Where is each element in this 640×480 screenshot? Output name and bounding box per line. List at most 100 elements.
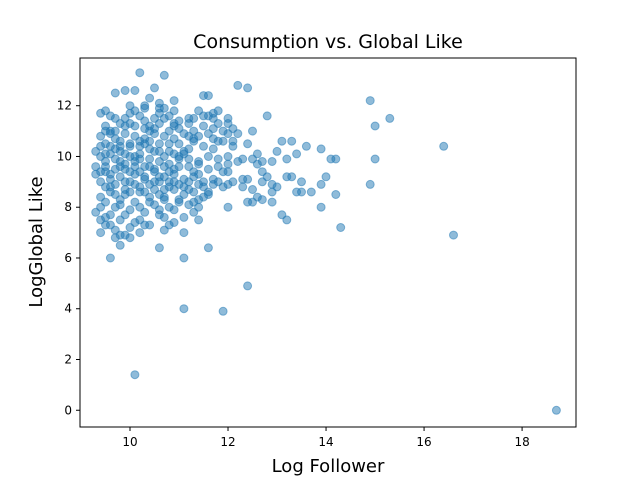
y-tick-label: 4 (64, 302, 72, 316)
data-point (115, 230, 125, 240)
data-point (321, 172, 331, 182)
data-point (125, 233, 135, 243)
data-point (272, 182, 282, 192)
data-point (203, 91, 213, 101)
data-point (145, 154, 155, 164)
data-point (316, 202, 326, 212)
data-point (223, 159, 233, 169)
data-point (154, 139, 164, 149)
data-point (262, 111, 272, 121)
data-point (194, 169, 204, 179)
data-point (277, 136, 287, 146)
data-point (140, 187, 150, 197)
data-point (105, 210, 115, 220)
data-point (233, 129, 243, 139)
data-point (267, 157, 277, 166)
data-point (297, 177, 306, 187)
data-point (110, 144, 120, 154)
y-tick-label: 0 (64, 403, 72, 417)
data-point (179, 212, 189, 222)
data-point (169, 96, 179, 106)
data-point (174, 195, 184, 205)
data-point (184, 177, 194, 187)
data-point (110, 190, 120, 199)
data-point (164, 139, 174, 149)
data-point (145, 93, 155, 103)
x-tick-label: 14 (318, 435, 333, 449)
data-point (110, 126, 120, 136)
data-point (135, 215, 145, 225)
data-point (154, 177, 164, 187)
data-point (154, 205, 164, 215)
data-point (115, 162, 125, 172)
data-point (169, 121, 179, 131)
data-point (120, 185, 130, 194)
data-point (223, 152, 233, 161)
data-point (218, 167, 228, 177)
data-point (125, 119, 135, 128)
data-point (218, 306, 228, 316)
x-axis-label: Log Follower (272, 456, 385, 477)
data-point (174, 139, 184, 149)
data-point (96, 202, 106, 212)
data-point (301, 141, 311, 151)
x-axis: 10 12 14 16 18 (122, 427, 530, 449)
data-point (551, 405, 561, 415)
data-point (213, 136, 223, 146)
data-point (262, 172, 272, 182)
x-tick-label: 16 (416, 435, 431, 449)
data-point (252, 159, 262, 169)
data-point (135, 68, 145, 78)
data-point (169, 177, 179, 187)
data-point (208, 144, 218, 154)
data-point (282, 154, 292, 164)
data-point (135, 228, 145, 238)
data-point (238, 182, 248, 192)
data-point (203, 164, 213, 174)
data-point (370, 121, 380, 131)
data-point (120, 129, 130, 139)
data-point (189, 187, 199, 197)
data-point (179, 228, 189, 238)
y-tick-label: 2 (64, 352, 72, 366)
data-point (365, 96, 375, 106)
data-point (203, 152, 213, 161)
data-point (316, 144, 326, 154)
data-point (150, 83, 159, 93)
data-point (203, 187, 213, 197)
data-point (370, 154, 380, 164)
data-point (194, 202, 204, 212)
data-point (336, 223, 346, 232)
data-point (96, 141, 106, 151)
data-point (101, 126, 110, 136)
data-point (164, 220, 174, 230)
data-point (218, 126, 228, 136)
data-point (243, 139, 253, 149)
data-point (194, 159, 204, 169)
data-point (238, 174, 248, 184)
data-point (174, 152, 184, 161)
plot-frame (79, 57, 577, 428)
data-point (203, 243, 213, 253)
y-tick-label: 12 (57, 99, 72, 113)
data-point (115, 240, 125, 250)
x-tick-label: 10 (122, 435, 137, 449)
data-point (223, 113, 233, 123)
data-point (228, 141, 238, 151)
data-point (154, 243, 164, 253)
data-point (179, 304, 189, 314)
data-point (213, 154, 223, 164)
points-layer (91, 68, 561, 415)
plot-area (80, 58, 576, 427)
data-point (365, 179, 375, 189)
data-point (150, 146, 159, 156)
data-point (243, 281, 253, 291)
data-point (292, 149, 302, 159)
data-point (449, 230, 458, 240)
data-point (120, 149, 130, 159)
data-point (189, 113, 199, 123)
data-point (125, 167, 135, 177)
data-point (385, 113, 395, 123)
data-point (248, 126, 257, 136)
data-point (272, 146, 282, 156)
